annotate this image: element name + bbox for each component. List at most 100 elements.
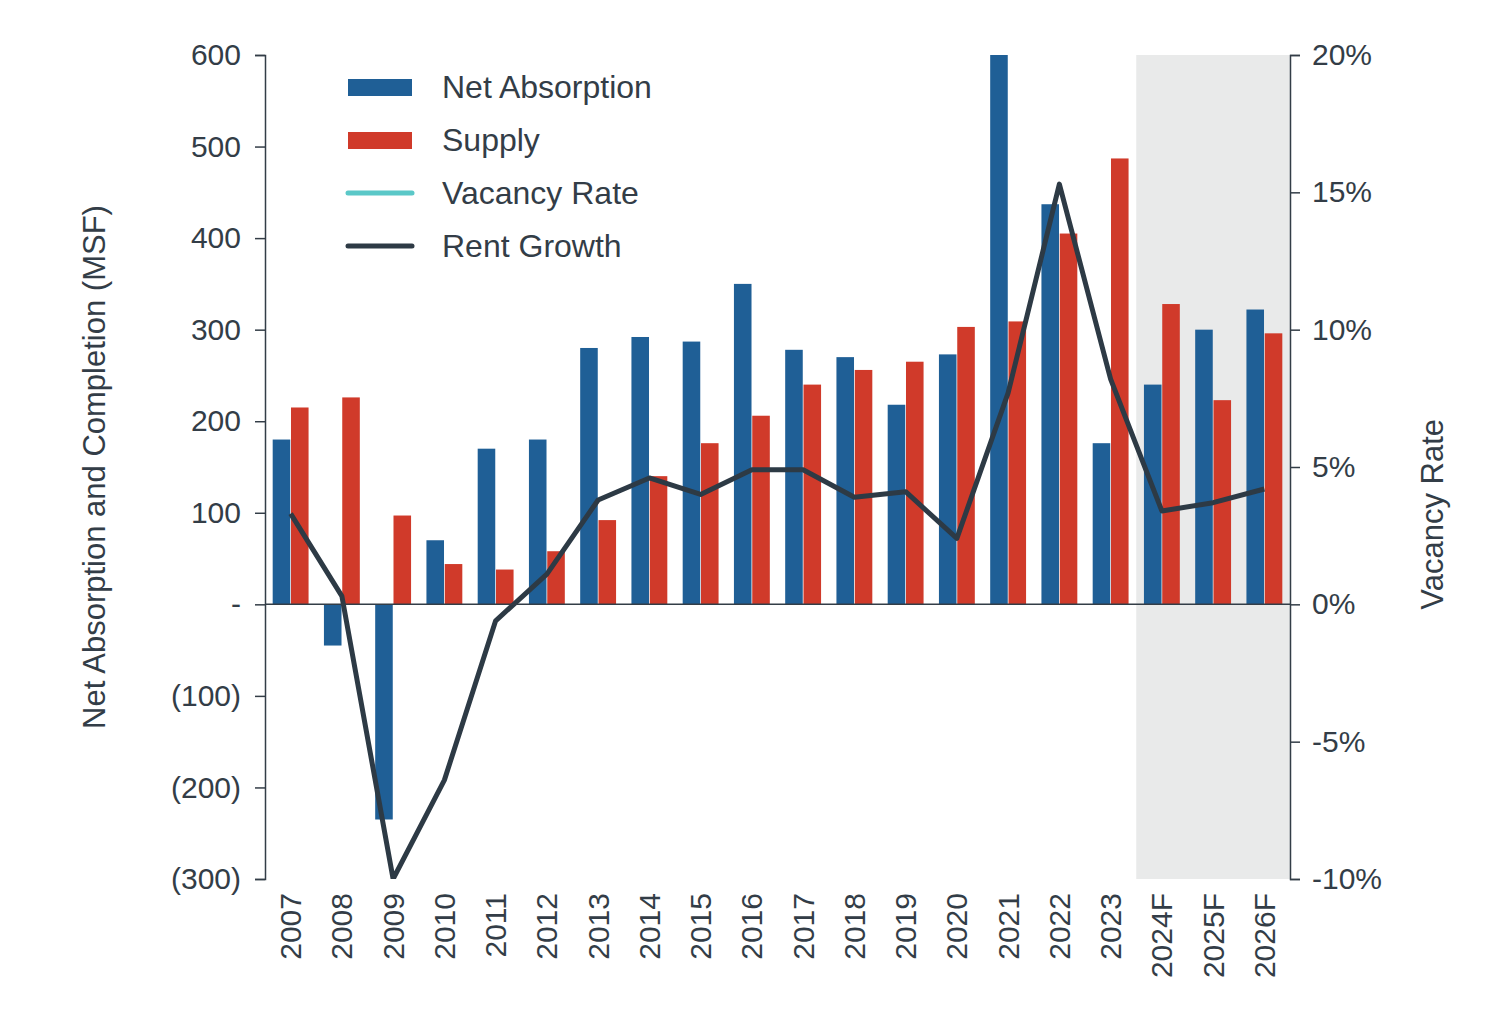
x-tick-label: 2016 — [735, 893, 768, 960]
y-tick-mark — [255, 421, 265, 423]
bar — [752, 416, 770, 605]
x-tick: 2015 — [684, 893, 717, 960]
y2-axis: -10%-5%0%5%10%15%20% — [1290, 38, 1382, 895]
y-tick-mark — [255, 55, 265, 57]
x-tick: 2014 — [633, 893, 666, 960]
bar — [1195, 330, 1213, 605]
x-tick-label: 2024F — [1145, 893, 1178, 978]
bar — [1162, 304, 1180, 604]
x-tick-label: 2014 — [633, 893, 666, 960]
x-tick: 2018 — [838, 893, 871, 960]
y-tick: 600 — [191, 38, 265, 71]
y2-tick: -5% — [1290, 725, 1365, 758]
y2-axis-line — [1291, 56, 1301, 880]
bar — [957, 327, 975, 604]
legend-swatch — [348, 132, 412, 149]
y-tick-label: - — [231, 587, 241, 620]
y-tick-mark — [255, 604, 265, 606]
y-tick: (100) — [171, 679, 265, 712]
x-tick-label: 2018 — [838, 893, 871, 960]
y-tick: (300) — [171, 862, 265, 895]
x-tick-label: 2013 — [582, 893, 615, 960]
y2-tick-label: -10% — [1312, 862, 1382, 895]
y-tick: (200) — [171, 771, 265, 804]
x-tick-label: 2022 — [1043, 893, 1076, 960]
bar — [291, 407, 309, 604]
y2-tick-mark — [1290, 329, 1300, 331]
bar — [1093, 443, 1111, 604]
y-tick-label: 100 — [191, 496, 241, 529]
y-tick: - — [231, 587, 265, 620]
x-tick: 2009 — [377, 893, 410, 960]
y-tick-mark — [255, 787, 265, 789]
bar — [1246, 310, 1264, 605]
x-tick: 2022 — [1043, 893, 1076, 960]
bar — [598, 520, 616, 604]
bar — [426, 540, 444, 604]
x-tick-label: 2017 — [787, 893, 820, 960]
y2-tick-mark — [1290, 741, 1300, 743]
x-tick-label: 2008 — [325, 893, 358, 960]
bar — [393, 516, 411, 605]
bar — [342, 397, 360, 604]
x-tick: 2012 — [530, 893, 563, 960]
x-tick: 2020 — [940, 893, 973, 960]
y2-tick: -10% — [1290, 862, 1382, 895]
x-axis: 2007200820092010201120122013201420152016… — [274, 893, 1281, 978]
y2-tick-mark — [1290, 879, 1300, 881]
bar — [701, 443, 719, 604]
y-tick-label: (200) — [171, 771, 241, 804]
bar — [273, 440, 291, 605]
chart: (300)(200)(100)-100200300400500600-10%-5… — [0, 0, 1500, 1030]
bar — [990, 55, 1008, 604]
forecast-shading — [1136, 55, 1290, 879]
bar — [496, 570, 514, 605]
y-tick-label: 200 — [191, 404, 241, 437]
y2-tick-mark — [1290, 467, 1300, 469]
bar — [785, 350, 803, 605]
bar — [445, 564, 463, 604]
bar — [888, 405, 906, 605]
x-tick: 2011 — [479, 893, 512, 958]
bar — [324, 604, 342, 645]
x-tick: 2017 — [787, 893, 820, 960]
bar — [855, 370, 873, 604]
x-tick: 2019 — [889, 893, 922, 960]
legend-label: Supply — [442, 122, 540, 158]
bar — [478, 449, 496, 605]
y2-tick-label: -5% — [1312, 725, 1365, 758]
x-tick: 2026F — [1248, 893, 1281, 978]
bar — [836, 357, 854, 604]
y-tick-mark — [255, 329, 265, 331]
y-tick: 500 — [191, 130, 265, 163]
y2-tick-label: 15% — [1312, 175, 1372, 208]
legend-label: Vacancy Rate — [442, 175, 639, 211]
bar — [1041, 204, 1059, 604]
y-tick-label: 300 — [191, 313, 241, 346]
bar — [939, 354, 957, 604]
y2-tick: 15% — [1290, 175, 1372, 208]
y-tick: 300 — [191, 313, 265, 346]
y2-tick-mark — [1290, 55, 1300, 57]
y2-tick-mark — [1290, 604, 1300, 606]
x-tick: 2023 — [1094, 893, 1127, 960]
bar — [803, 385, 821, 605]
x-tick: 2024F — [1145, 893, 1178, 978]
x-tick-label: 2019 — [889, 893, 922, 960]
bar — [1144, 385, 1162, 605]
y2-tick-label: 5% — [1312, 450, 1355, 483]
y-tick-label: 600 — [191, 38, 241, 71]
bar — [1265, 333, 1283, 604]
legend-label: Net Absorption — [442, 69, 652, 105]
x-tick-label: 2010 — [428, 893, 461, 960]
y-tick-label: (300) — [171, 862, 241, 895]
bar — [906, 362, 924, 605]
zero-line — [265, 604, 1290, 606]
bar — [683, 342, 701, 605]
x-tick: 2013 — [582, 893, 615, 960]
y2-tick-label: 20% — [1312, 38, 1372, 71]
x-tick-label: 2011 — [479, 893, 512, 958]
legend: Net AbsorptionSupplyVacancy RateRent Gro… — [348, 69, 652, 264]
y-tick-mark — [255, 879, 265, 881]
x-tick-label: 2023 — [1094, 893, 1127, 960]
